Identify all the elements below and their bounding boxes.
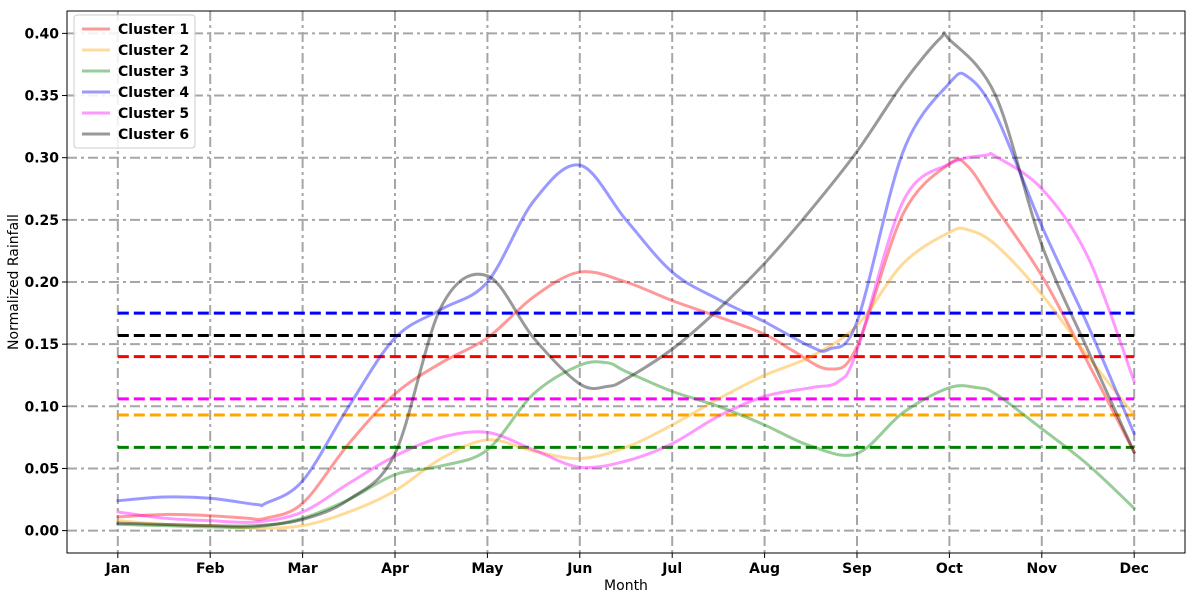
legend-label-cluster-5: Cluster 5	[118, 106, 189, 122]
x-tick-label: Jan	[105, 561, 131, 577]
x-tick-label: Oct	[936, 561, 963, 577]
x-axis-ticks: Jan Feb Mar Apr May Jun Jul Aug Sep Oct Nov Dec	[105, 553, 1149, 577]
cluster-1-line	[116, 157, 1136, 521]
cluster-4-line	[116, 71, 1136, 508]
legend-label-cluster-1: Cluster 1	[118, 22, 189, 38]
x-tick-label: Dec	[1119, 561, 1148, 577]
y-tick-label: 0.10	[24, 399, 59, 415]
x-tick-label: Mar	[287, 561, 317, 577]
cluster-5-line	[116, 151, 1136, 524]
cluster-mean-lines	[117, 311, 1135, 449]
cluster-series	[116, 31, 1136, 530]
x-tick-label: Jul	[661, 561, 682, 577]
y-tick-label: 0.35	[24, 89, 59, 105]
x-tick-label: Nov	[1027, 561, 1057, 577]
x-tick-label: May	[471, 561, 503, 577]
y-axis-title: Normalized Rainfall	[6, 214, 22, 350]
cluster-3-line	[116, 360, 1136, 530]
y-tick-label: 0.20	[24, 275, 59, 291]
x-axis-title: Month	[604, 578, 648, 594]
y-tick-label: 0.05	[24, 461, 59, 477]
x-tick-label: Feb	[196, 561, 225, 577]
y-axis-ticks: 0.00 0.05 0.10 0.15 0.20 0.25 0.30 0.35 0.40	[24, 26, 67, 540]
x-tick-label: Apr	[381, 561, 409, 577]
legend: Cluster 1 Cluster 2 Cluster 3 Cluster 4 Clus…	[73, 14, 196, 149]
y-tick-label: 0.15	[24, 337, 59, 353]
cluster-6-line	[116, 31, 1136, 528]
cluster-2-line	[116, 226, 1136, 530]
legend-label-cluster-2: Cluster 2	[118, 43, 189, 59]
x-tick-label: Sep	[842, 561, 872, 577]
y-tick-label: 0.25	[24, 213, 59, 229]
legend-label-cluster-6: Cluster 6	[118, 127, 189, 143]
legend-box	[73, 14, 196, 149]
y-tick-label: 0.30	[24, 151, 59, 167]
y-tick-label: 0.00	[24, 524, 59, 540]
y-tick-label: 0.40	[24, 26, 59, 42]
legend-label-cluster-4: Cluster 4	[118, 85, 189, 101]
x-tick-label: Jun	[566, 561, 592, 577]
legend-label-cluster-3: Cluster 3	[118, 64, 189, 80]
x-tick-label: Aug	[749, 561, 780, 577]
